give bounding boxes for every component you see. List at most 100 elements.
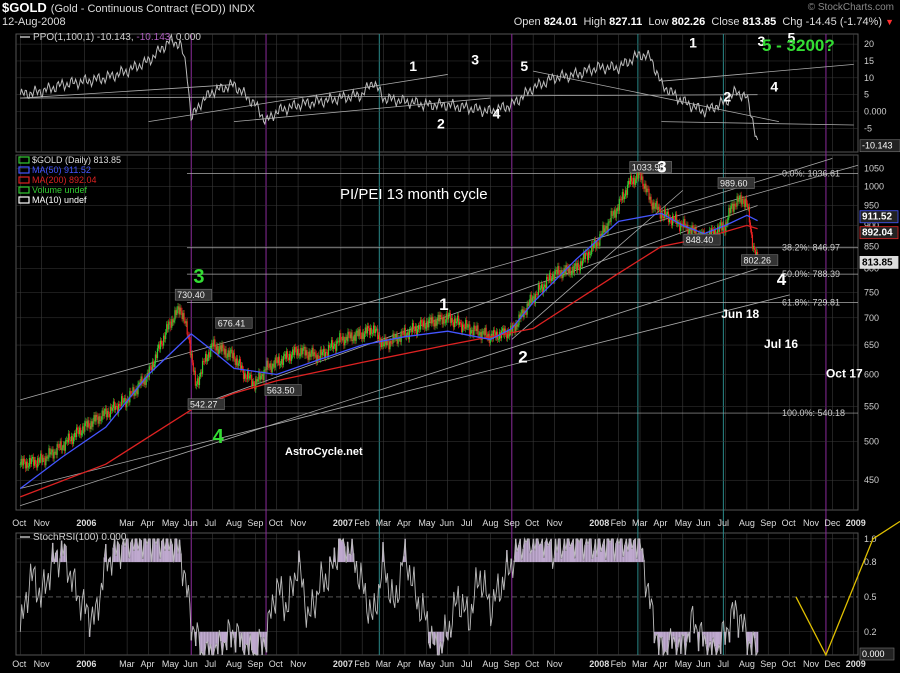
candle-body: [128, 399, 130, 403]
candle-body: [583, 252, 586, 260]
candle-body: [334, 344, 336, 347]
x-tick-label: Jul: [718, 518, 730, 528]
candle-body: [352, 340, 354, 342]
x-tick-label: May: [162, 518, 180, 528]
candle-body: [533, 296, 535, 304]
candle-body: [596, 242, 598, 249]
candle-body: [193, 370, 195, 372]
ppo-wave-label: 3: [471, 51, 479, 67]
candle-body: [265, 369, 267, 371]
candle-body: [214, 339, 216, 348]
candle-body: [387, 341, 389, 342]
candle-body: [527, 303, 529, 306]
candle-body: [744, 198, 746, 207]
x-tick-label: Aug: [739, 659, 755, 669]
candle-body: [635, 179, 637, 185]
candle-body: [370, 327, 373, 334]
ppo-wave-label: 1: [409, 58, 417, 74]
candle-body: [296, 349, 298, 356]
y-tick-label: 750: [864, 287, 879, 297]
x-tick-label: Jun: [440, 518, 455, 528]
x-tick-label: Sep: [504, 659, 520, 669]
y-tick-label: 500: [864, 437, 879, 447]
candle-body: [52, 449, 54, 459]
candle-body: [693, 228, 695, 233]
y-tick-label: 15: [864, 56, 874, 66]
candle-body: [406, 332, 408, 335]
candle-body: [290, 353, 292, 361]
candle-body: [279, 363, 281, 366]
candle-body: [218, 349, 220, 355]
candle-body: [79, 427, 81, 435]
candle-body: [200, 372, 203, 374]
candle-body: [241, 365, 244, 370]
price-label: 676.41: [218, 318, 246, 328]
candle-body: [227, 350, 229, 357]
candle-body: [234, 359, 236, 365]
panel-frame-1: [15, 33, 859, 153]
candle-body: [396, 334, 398, 344]
candle-body: [238, 359, 241, 364]
price-wave-label: 4: [777, 270, 787, 289]
candle-body: [28, 458, 31, 467]
candle-body: [371, 332, 374, 334]
stoch-legend-label: StochRSI(100) 0.000: [33, 532, 127, 543]
candle-body: [292, 349, 294, 356]
candle-body: [344, 339, 346, 346]
candle-body: [152, 361, 154, 368]
candle-body: [546, 277, 548, 289]
candle-body: [739, 195, 741, 200]
ppo-wave-label: 5: [520, 58, 528, 74]
candle-body: [233, 352, 235, 360]
candle-body: [432, 316, 434, 323]
x-tick-label: Jul: [461, 518, 473, 528]
candle-body: [364, 327, 366, 334]
candle-body: [681, 223, 683, 225]
candle-body: [264, 369, 266, 371]
y-tick-label: 0.8: [864, 557, 877, 567]
x-tick-label: Nov: [34, 518, 51, 528]
candle-body: [467, 326, 469, 328]
candle-body: [430, 317, 432, 324]
panel-frame-2: [15, 154, 859, 511]
x-tick-label: Mar: [119, 659, 135, 669]
candle-body: [337, 340, 339, 342]
candle-body: [631, 175, 633, 182]
candle-body: [339, 333, 341, 343]
y-tick-label: 0.5: [864, 592, 877, 602]
candle-body: [82, 426, 84, 434]
candle-body: [665, 213, 668, 216]
candle-body: [543, 284, 546, 287]
candle-body: [712, 229, 715, 237]
fib-level-label: 100.0%: 540.18: [782, 408, 845, 418]
y-tick-label: 900: [864, 220, 879, 230]
candle-body: [743, 200, 745, 207]
candle-body: [258, 371, 260, 380]
candle-body: [330, 340, 333, 347]
price-wave-label: 4: [213, 426, 225, 448]
candle-body: [476, 325, 478, 331]
candle-body: [478, 334, 480, 336]
candle-body: [123, 401, 125, 403]
x-tick-label: Aug: [226, 518, 242, 528]
low-value: 802.26: [671, 16, 706, 28]
y-tick-label: 650: [864, 340, 879, 350]
y-tick-label: 950: [864, 201, 879, 211]
candle-body: [560, 270, 562, 276]
candle-body: [119, 404, 121, 406]
candle-body: [717, 226, 719, 236]
candle-body: [323, 348, 326, 358]
candle-body: [294, 347, 296, 355]
candle-body: [31, 456, 34, 459]
right-value-label: 813.85: [862, 257, 893, 268]
candle-body: [174, 310, 176, 321]
candle-body: [414, 326, 417, 331]
candles-group: [19, 166, 759, 473]
candle-body: [347, 331, 349, 342]
candle-body: [557, 266, 559, 275]
x-tick-label: May: [162, 659, 180, 669]
x-tick-label: Apr: [140, 659, 154, 669]
candle-body: [484, 327, 486, 336]
candle-body: [67, 433, 70, 443]
candle-body: [535, 294, 537, 295]
